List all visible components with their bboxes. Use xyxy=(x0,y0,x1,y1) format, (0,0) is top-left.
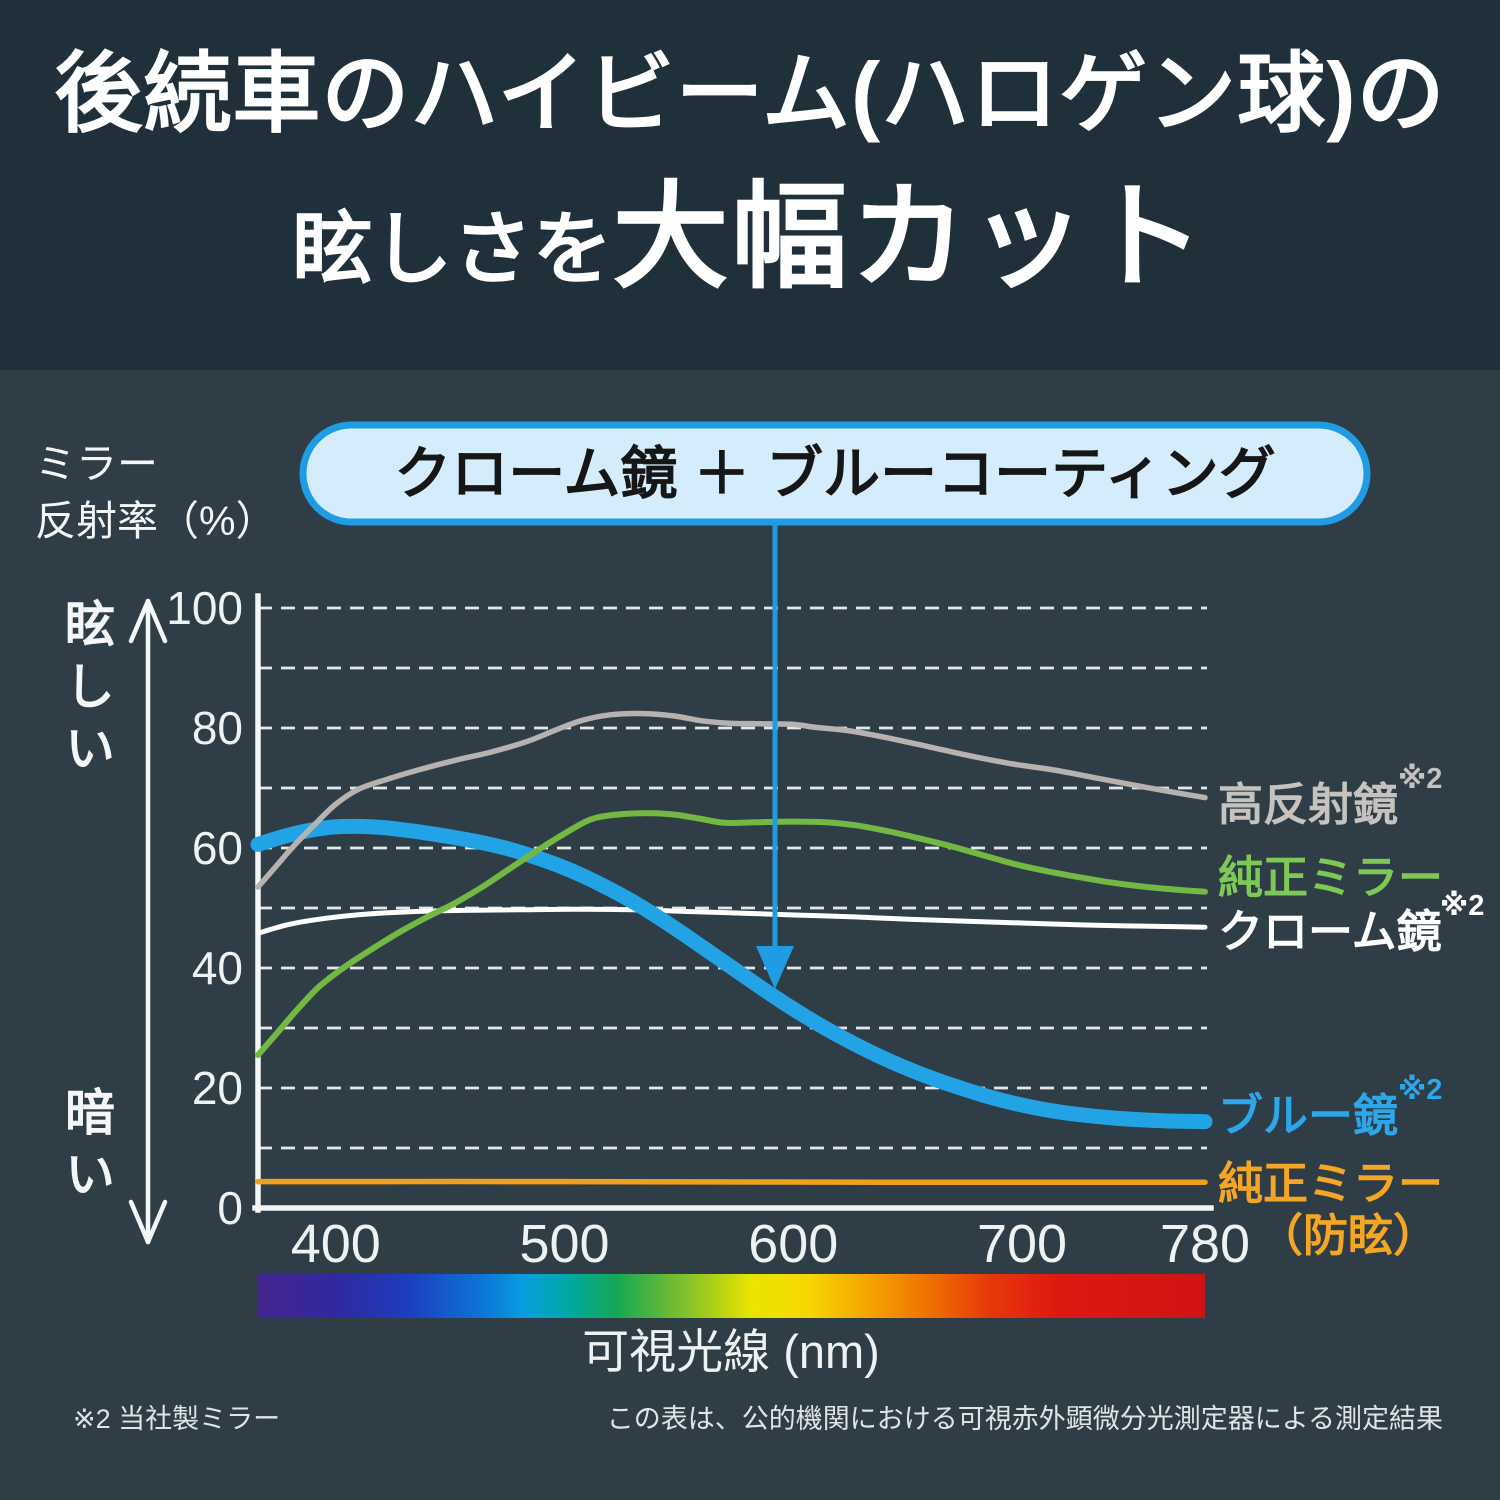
footnote-right: この表は、公的機関における可視赤外顕微分光測定器による測定結果 xyxy=(607,1404,1443,1434)
callout-text: クローム鏡 ＋ ブルーコーティング xyxy=(394,442,1276,506)
tick-labels: 100 80 60 40 20 0 400 500 600 700 780 xyxy=(166,582,1250,1274)
curve-blue-mirror xyxy=(250,818,1213,1130)
gridlines xyxy=(258,606,1207,1150)
curve-oem-mirror xyxy=(255,810,1208,1058)
page-title-line1: 後続車のハイビーム(ハロゲン球)の xyxy=(54,44,1446,143)
y-axis-top-label: 眩しい xyxy=(58,598,114,784)
legend-high-reflect: 高反射鏡 xyxy=(1218,779,1398,830)
legend-blue-mirror-sup: ※2 xyxy=(1398,1074,1442,1106)
legend-oem-mirror: 純正ミラー xyxy=(1218,852,1443,903)
legend-blue-mirror: ブルー鏡 xyxy=(1218,1090,1398,1141)
x-axis-title: 可視光線 (nm) xyxy=(582,1325,880,1378)
visible-spectrum-bar xyxy=(258,1274,1205,1318)
series-curves xyxy=(250,710,1213,1185)
curve-high-reflect xyxy=(255,710,1208,890)
y-tick-0: 0 xyxy=(217,1182,243,1234)
callout-arrowhead-icon xyxy=(756,946,794,989)
y-tick-40: 40 xyxy=(192,942,243,994)
y-tick-60: 60 xyxy=(192,822,243,874)
x-tick-500: 500 xyxy=(519,1214,609,1274)
x-tick-700: 700 xyxy=(977,1214,1067,1274)
page-title-line2: 眩しさを 大幅カット xyxy=(0,143,1500,311)
footnote-left: ※2 当社製ミラー xyxy=(73,1404,280,1434)
legend-oem-antiglare: 純正ミラー xyxy=(1218,1158,1443,1209)
y-tick-20: 20 xyxy=(192,1062,243,1114)
title-band: 後続車のハイビーム(ハロゲン球)の 眩しさを 大幅カット xyxy=(0,0,1500,370)
y-axis-bottom-label: 暗い xyxy=(58,1086,114,1210)
legend-oem-antiglare-line2: （防眩） xyxy=(1258,1210,1438,1261)
y-axis-title-line1: ミラー xyxy=(35,441,158,487)
callout: クローム鏡 ＋ ブルーコーティング xyxy=(299,421,1371,989)
curve-chrome xyxy=(255,906,1208,936)
legend-high-reflect-sup: ※2 xyxy=(1398,763,1442,795)
y-tick-80: 80 xyxy=(192,702,243,754)
legend-chrome: クローム鏡 xyxy=(1218,906,1442,957)
callout-pill xyxy=(299,421,1371,526)
x-tick-600: 600 xyxy=(748,1214,838,1274)
title-line2-normal: 眩しさを xyxy=(292,204,613,294)
x-tick-400: 400 xyxy=(291,1214,381,1274)
glare-scale-arrow-icon xyxy=(128,598,168,1245)
x-tick-780: 780 xyxy=(1160,1214,1250,1274)
y-tick-100: 100 xyxy=(166,582,243,634)
curve-oem-antiglare xyxy=(255,1178,1208,1185)
y-axis-title-line2: 反射率（%） xyxy=(35,498,276,544)
title-line2-big: 大幅カット xyxy=(612,171,1208,302)
legend-chrome-sup: ※2 xyxy=(1440,890,1484,922)
